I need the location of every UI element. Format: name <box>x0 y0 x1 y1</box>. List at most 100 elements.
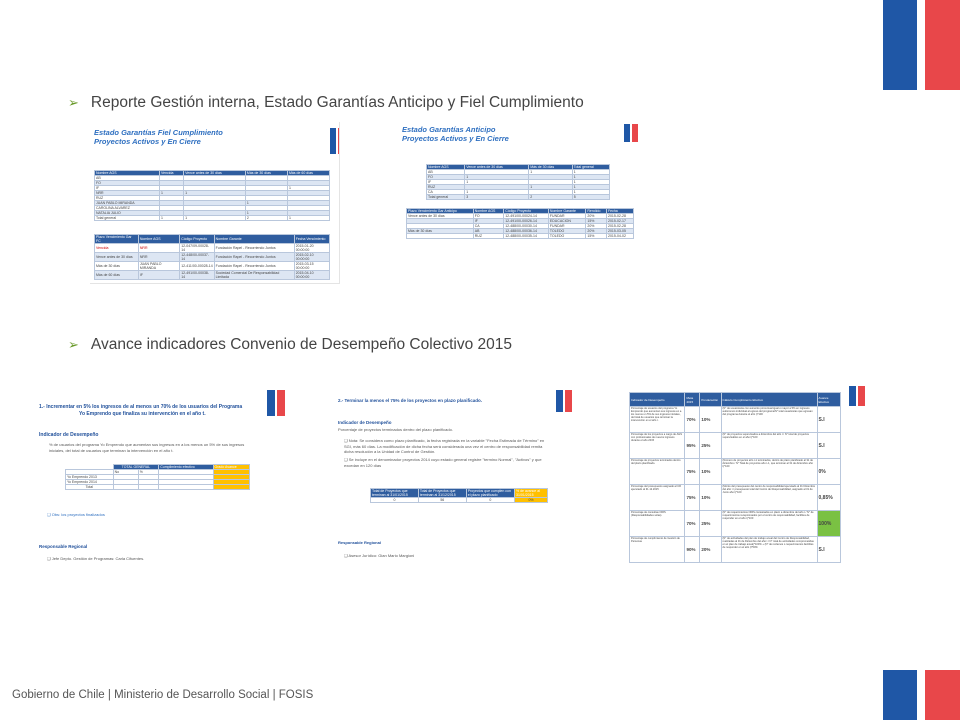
table-cell: 12-411/00-00028-14 <box>179 261 215 271</box>
indicadores-summary-table: Indicador de Desempeño Meta 2015 Ponderaci… <box>628 392 842 563</box>
table-cell: 90% <box>684 536 701 563</box>
footer-text: Gobierno de Chile | Ministerio de Desarr… <box>12 689 314 701</box>
table-cell: 1 <box>286 215 331 221</box>
bullet-text: Reporte Gestión interna, Estado Garantía… <box>90 94 584 111</box>
table-cell: (N° de usuarios/as con aumento porcentua… <box>720 406 818 433</box>
table-row: Porcentaje del presupuesto asignado al C… <box>628 484 842 511</box>
table-cell: S.I <box>816 432 842 459</box>
table-cell: 2015-01-20 00:00:00 <box>293 243 331 253</box>
table-cell: 12-448/00-00037-14 <box>179 252 215 262</box>
table-row: Porcentaje de usuarios del programa Yo E… <box>628 406 842 433</box>
table-cell: Porcentaje de los proyectos a cargo de A… <box>628 432 686 459</box>
table-cell: 1 <box>158 215 185 221</box>
table-cell: Porcentaje del presupuesto asignado al C… <box>628 484 686 511</box>
indicator-text: % de usuarios del programa Yo Emprendo q… <box>49 442 245 453</box>
responsable-text: ❑ Asesor Jurídico: Gian Mario Margioni <box>344 553 415 558</box>
indicator-heading: Indicador de Desempeño <box>39 432 99 438</box>
table-cell: 10% <box>699 484 722 511</box>
table-cell: 12-491/00-00038-14 <box>179 270 215 280</box>
indicator-1-table: TOTAL GENERAL Cumplimiento efectivo Grado … <box>65 464 251 490</box>
table-cell: Porcentaje de proyectos terminados dentr… <box>628 458 686 485</box>
table-cell: NRR <box>137 243 181 253</box>
table-header-cell: Ponderación <box>699 392 722 407</box>
mini-flag-icon <box>849 386 865 406</box>
table-cell: 15% <box>585 233 608 239</box>
mini-flag-icon <box>330 128 339 154</box>
table-cell: Porcentaje de usuarios del programa Yo E… <box>628 406 686 433</box>
table-cell: 95% <box>684 432 701 459</box>
table-row: Porcentaje de proyectos terminados dentr… <box>628 458 842 485</box>
bullet-text: Avance indicadores Convenio de Desempeño… <box>90 336 512 353</box>
responsable-heading: Responsable Regional <box>39 544 88 549</box>
table-header-cell: Nombre AGS <box>137 234 181 244</box>
table-cell: 2015-03-15 00:00:00 <box>293 261 331 271</box>
bullet-avance-indicadores: ➢ Avance indicadores Convenio de Desempe… <box>68 336 512 354</box>
table-cell: 0,85% <box>816 484 842 511</box>
indicator-heading: Indicador de Desempeño <box>338 420 392 425</box>
thumbnail-garantias-anticipo: Estado Garantías Anticipo Proyectos Acti… <box>400 122 640 284</box>
table-cell: 0% <box>816 458 842 485</box>
table-row: Total general 1 1 2 1 <box>94 215 331 221</box>
table-cell: IF <box>137 270 181 280</box>
table-cell: 2015-04-10 00:00:00 <box>293 270 331 280</box>
chile-flag-top-right <box>883 0 960 90</box>
table-header-cell: Plazo Vencimiento Gar FC <box>94 234 139 244</box>
table-row: Más de 30 días JUAN PABLO MIRANDA 12-411/0… <box>94 261 331 271</box>
table-cell: Vencida <box>94 243 139 253</box>
table-cell: (N° de proyectos supervisados a diciembr… <box>720 432 818 459</box>
thumbnail-fiel-cumplimiento: Estado Garantías Fiel Cumplimiento Proye… <box>90 122 340 284</box>
table-cell: Fundación Rapel - Recorriendo Juntos <box>213 243 295 253</box>
table-cell: 100% <box>816 510 842 537</box>
table-cell: 10% <box>699 458 722 485</box>
table-cell: NRR <box>137 252 181 262</box>
table-cell: Porcentaje de consultas OIRS (Responsabi… <box>628 510 686 537</box>
table-cell: Total general <box>425 194 466 200</box>
table-cell: (N° de actividades del plan de trabajo a… <box>720 536 818 563</box>
table-cell: S.I <box>816 406 842 433</box>
table-row: Más de 60 días IF 12-491/00-00038-14 Socied… <box>94 270 331 280</box>
table-header-cell: Meta 2015 <box>684 392 701 407</box>
table-row: Vencida NRR 12-047/09-00028-14 Fundación Ra… <box>94 243 331 253</box>
table-cell: 5 <box>571 194 611 200</box>
thumbnail-resumen-indicadores: Indicador de Desempeño Meta 2015 Ponderaci… <box>607 384 869 568</box>
bullet-reporte-gestion: ➢ Reporte Gestión interna, Estado Garant… <box>68 94 584 112</box>
table-row: Total general 3 2 5 <box>425 194 611 200</box>
table-cell: S.I <box>816 536 842 563</box>
table-cell: Sociedad Comercial De Responsabilidad Li… <box>213 270 295 280</box>
table-cell: 2 <box>244 215 288 221</box>
thumbnail-title: Estado Garantías Fiel Cumplimiento Proye… <box>94 128 223 146</box>
table-row: RUZ 12-488/00-00035-14 TOLEDO 15% 2015-04-02 <box>406 233 634 239</box>
responsable-text: ❑ Jefe Depto. Gestión de Programas: Carl… <box>47 556 145 561</box>
table-cell: 25% <box>699 510 722 537</box>
table-row: Vence antes de 30 días NRR 12-448/00-00037… <box>94 252 331 262</box>
arrow-bullet-icon: ➢ <box>68 95 79 110</box>
table-cell: 70% <box>684 406 701 433</box>
thumbnail-indicador-2: 2.- Terminar la menos el 75% de los proy… <box>320 384 585 568</box>
table-cell: 75% <box>684 458 701 485</box>
indicator-note-1: ❑ Nota: Se considera como plazo planific… <box>344 438 545 455</box>
table-row: IF 12-491/00-00026-14 EDUCACION 15% 2015-02-… <box>406 218 634 224</box>
table-cell: Fundación Rapel - Recorriendo Juntos <box>213 252 295 262</box>
table-cell: Porcentaje de cumplimiento de Gestión de… <box>628 536 686 563</box>
responsable-heading: Responsable Regional <box>338 540 381 545</box>
table-cell: 2015-04-02 <box>606 233 634 239</box>
indicator-title: 1.- Incrementar en 5% los ingresos de al… <box>39 404 243 417</box>
garantias-detail-table: Plazo Vencimiento Gar FC Nombre AGS Código… <box>94 234 331 280</box>
table-cell: JUAN PABLO MIRANDA <box>137 261 181 271</box>
table-cell: (Monto del presupuesto del centro de res… <box>720 484 818 511</box>
table-cell: 2015-02-10 00:00:00 <box>293 252 331 262</box>
thumbnail-indicador-1: 1.- Incrementar en 5% los ingresos de al… <box>35 384 295 568</box>
observation-note: ❑ Obs: los proyectos finalizados <box>47 512 105 517</box>
table-header-cell: Avance Efectivo <box>816 392 842 407</box>
anticipo-summary-table: Nombre AGS Vence antes de 30 días Más de 3… <box>425 164 611 200</box>
table-cell: RUZ <box>472 233 505 239</box>
table-cell: (N° de requerimientos OIRS contestados e… <box>720 510 818 537</box>
table-cell: Total general <box>94 215 160 221</box>
table-cell: 2 <box>528 194 573 200</box>
table-row: Porcentaje de cumplimiento de Gestión de… <box>628 536 842 563</box>
table-cell: Fundación Rapel - Recorriendo Juntos <box>213 261 295 271</box>
table-header-cell: Indicador de Desempeño <box>628 392 686 407</box>
table-header-cell: Nombre Garante <box>213 234 295 244</box>
table-cell: Más de 30 días <box>94 261 139 271</box>
table-cell: 20% <box>699 536 722 563</box>
